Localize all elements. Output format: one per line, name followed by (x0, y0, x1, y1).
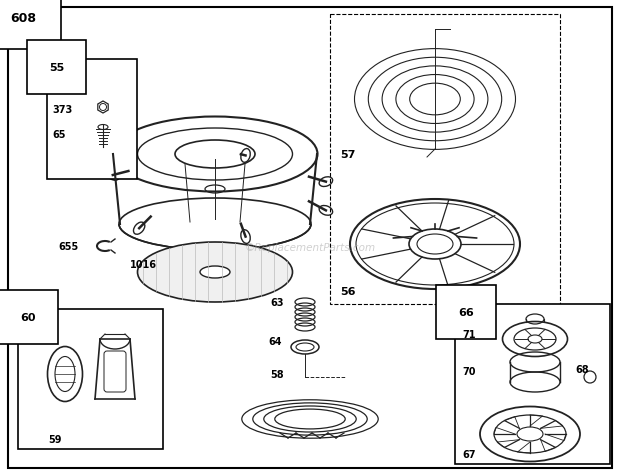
Text: 67: 67 (462, 449, 476, 459)
Text: 71: 71 (462, 329, 476, 339)
Text: 373: 373 (52, 105, 73, 115)
Text: 68: 68 (575, 364, 588, 374)
Text: 57: 57 (340, 149, 355, 159)
Text: 70: 70 (462, 366, 476, 376)
Text: 60: 60 (20, 312, 35, 322)
Bar (455, 304, 610, 464)
Text: 56: 56 (340, 287, 355, 297)
Ellipse shape (138, 242, 293, 302)
Ellipse shape (200, 267, 230, 278)
Text: 58: 58 (270, 369, 283, 379)
Text: 63: 63 (270, 298, 283, 307)
Bar (47, 60, 137, 179)
Text: 55: 55 (49, 63, 64, 73)
Text: 64: 64 (268, 336, 281, 346)
Text: 59: 59 (48, 434, 61, 444)
Bar (18, 309, 163, 449)
Text: 1016: 1016 (130, 259, 157, 269)
Bar (330, 15, 560, 304)
Text: 655: 655 (58, 241, 78, 251)
Text: 608: 608 (10, 12, 36, 25)
Text: 66: 66 (458, 307, 474, 317)
Text: ©ReplacementParts.com: ©ReplacementParts.com (244, 242, 376, 252)
Text: 65: 65 (52, 130, 66, 140)
